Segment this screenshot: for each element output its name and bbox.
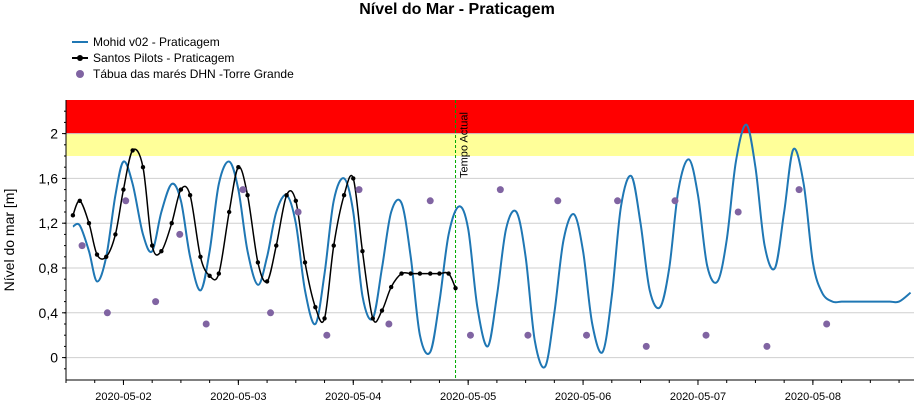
series-point-2	[795, 186, 803, 194]
series-point-1	[331, 243, 336, 248]
y-axis-label: Nível do mar [m]	[1, 189, 17, 292]
series-point-1	[428, 271, 433, 276]
series-point-2	[385, 320, 393, 328]
series-point-2	[614, 197, 622, 205]
series-point-1	[216, 271, 222, 276]
y-tick-label: 2	[50, 126, 58, 142]
series-point-1	[284, 193, 289, 198]
legend-label-santos: Santos Pilots - Praticagem	[93, 51, 235, 65]
x-tick-label: 2020-05-02	[95, 391, 151, 402]
series-point-1	[159, 249, 164, 254]
series-point-1	[77, 198, 82, 203]
y-tick-label: 1,6	[39, 170, 59, 186]
series-point-1	[226, 209, 232, 215]
series-point-1	[245, 193, 250, 198]
series-point-2	[671, 197, 679, 205]
series-point-2	[202, 320, 210, 328]
series-point-1	[351, 176, 356, 181]
chart-title: Nível do Mar - Praticagem	[359, 1, 555, 18]
series-point-2	[323, 331, 331, 339]
x-tick-label: 2020-05-03	[210, 391, 266, 402]
series-point-1	[417, 271, 423, 276]
series-point-2	[702, 331, 710, 339]
legend: Mohid v02 - Praticagem Santos Pilots - P…	[72, 34, 294, 82]
y-tick-label: 1,2	[39, 215, 59, 231]
legend-item-santos[interactable]: Santos Pilots - Praticagem	[72, 50, 294, 66]
series-point-2	[78, 242, 86, 250]
series-point-2	[583, 331, 591, 339]
series-point-1	[169, 221, 174, 226]
series-point-2	[763, 342, 771, 350]
series-point-1	[313, 305, 318, 310]
series-point-2	[152, 298, 160, 306]
series-point-1	[140, 165, 146, 170]
legend-label-mohid: Mohid v02 - Praticagem	[93, 35, 220, 49]
series-point-1	[293, 198, 299, 203]
series-point-1	[198, 254, 203, 259]
series-point-1	[130, 148, 135, 153]
series-point-2	[734, 208, 742, 216]
series-point-1	[274, 243, 279, 248]
series-point-1	[121, 187, 126, 192]
series-point-2	[294, 208, 302, 216]
series-point-2	[466, 331, 474, 339]
series-point-2	[524, 331, 532, 339]
series-point-1	[388, 284, 394, 290]
series-point-1	[437, 271, 442, 276]
legend-swatch-mohid	[72, 37, 88, 47]
series-point-1	[341, 193, 347, 198]
series-point-1	[408, 271, 413, 276]
series-point-2	[176, 230, 184, 238]
legend-label-dhn: Tábua das marés DHN -Torre Grande	[93, 67, 294, 81]
series-point-1	[113, 232, 118, 237]
series-point-1	[236, 165, 241, 170]
series-line-0	[72, 123, 912, 369]
series-point-1	[446, 271, 451, 276]
series-point-2	[122, 197, 130, 205]
x-tick-label: 2020-05-05	[440, 391, 496, 402]
y-tick-label: 0	[50, 350, 58, 366]
series-point-1	[178, 187, 184, 192]
series-point-1	[86, 221, 92, 226]
x-tick-label: 2020-05-08	[785, 391, 841, 402]
x-tick-label: 2020-05-06	[555, 391, 611, 402]
series-point-1	[360, 249, 365, 254]
series-point-1	[94, 252, 100, 257]
series-point-2	[355, 186, 363, 194]
series-point-1	[104, 254, 109, 259]
series-point-1	[187, 193, 193, 198]
series-point-1	[255, 260, 261, 265]
x-tick-label: 2020-05-07	[670, 391, 726, 402]
y-tick-label: 0,8	[39, 260, 59, 276]
legend-swatch-santos	[72, 53, 88, 63]
yellow-warning-band	[66, 133, 914, 156]
series-point-1	[302, 260, 308, 265]
legend-swatch-dhn	[72, 69, 88, 79]
series-point-2	[554, 197, 562, 205]
series-point-2	[642, 342, 650, 350]
series-point-2	[267, 309, 275, 317]
series-point-2	[823, 320, 831, 328]
legend-item-mohid[interactable]: Mohid v02 - Praticagem	[72, 34, 294, 50]
series-point-2	[496, 186, 504, 194]
series-point-2	[239, 186, 247, 194]
current-time-label: Tempo Actual	[459, 112, 471, 178]
series-point-2	[426, 197, 434, 205]
series-point-1	[322, 316, 327, 321]
series-point-1	[399, 271, 404, 276]
series-point-1	[370, 316, 375, 321]
series-point-2	[103, 309, 111, 317]
legend-item-dhn[interactable]: Tábua das marés DHN -Torre Grande	[72, 66, 294, 82]
x-tick-label: 2020-05-04	[325, 391, 381, 402]
series-point-1	[379, 308, 385, 313]
series-point-1	[70, 213, 76, 218]
series-point-1	[207, 273, 212, 279]
series-point-1	[453, 285, 458, 291]
series-point-1	[149, 243, 155, 248]
red-alert-band	[66, 100, 914, 134]
series-point-1	[264, 279, 270, 284]
y-tick-label: 0,4	[39, 305, 59, 321]
